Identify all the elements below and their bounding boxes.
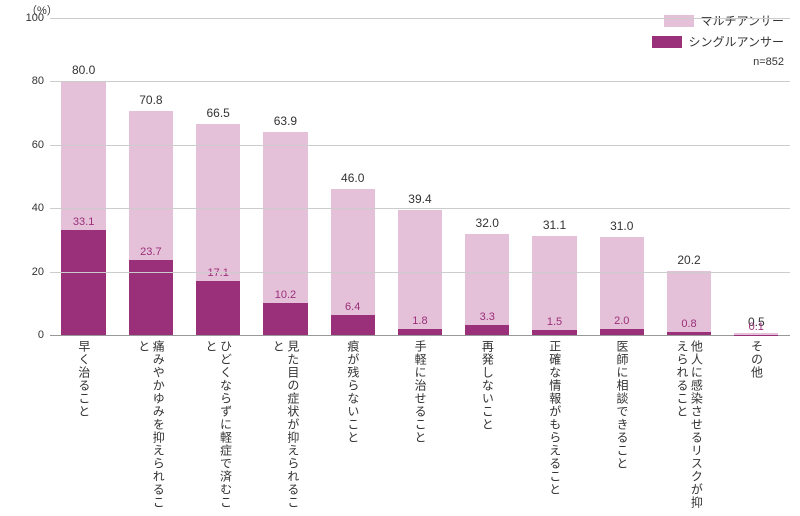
bar: 20.2 0.8 (655, 18, 722, 335)
bar: 31.0 2.0 (588, 18, 655, 335)
bar: 32.0 3.3 (454, 18, 521, 335)
y-tick-label: 0 (10, 329, 50, 341)
bar-segment-single: 6.4 (331, 315, 375, 335)
bar-single-label: 33.1 (73, 216, 94, 228)
bar-single-label: 2.0 (614, 315, 629, 327)
bar-total-label: 66.5 (206, 106, 229, 120)
bar: 63.9 10.2 (252, 18, 319, 335)
bar-total-label: 63.9 (274, 114, 297, 128)
gridline (50, 272, 790, 273)
x-axis-category-label: ひどくならずに軽症で済むこと (204, 340, 233, 510)
x-label-slot: その他 (723, 340, 790, 510)
x-label-slot: 他人に感染させるリスクが抑えられること (655, 340, 722, 510)
bar-single-label: 23.7 (140, 246, 161, 258)
gridline (50, 208, 790, 209)
y-tick-label: 20 (10, 266, 50, 278)
x-axis-category-label: 医師に相談できること (615, 340, 629, 510)
bar-segment-single: 10.2 (263, 303, 307, 335)
x-axis-category-label: 他人に感染させるリスクが抑えられること (675, 340, 704, 510)
bar-segment-single: 0.8 (667, 332, 711, 335)
x-axis-category-label: その他 (749, 340, 763, 510)
gridline (50, 145, 790, 146)
bar-segment-multi (398, 210, 442, 329)
bar-segment-multi (196, 124, 240, 281)
x-label-slot: 手軽に治せること (386, 340, 453, 510)
bar-single-label: 0.1 (749, 321, 764, 333)
bar-stack: 0.8 (667, 271, 711, 335)
y-tick-label: 100 (10, 12, 50, 24)
bar-single-label: 1.5 (547, 316, 562, 328)
y-tick-label: 80 (10, 75, 50, 87)
bar-segment-single: 2.0 (600, 329, 644, 335)
bar: 80.0 33.1 (50, 18, 117, 335)
bar-stack: 1.5 (532, 236, 576, 335)
bar-stack: 6.4 (331, 189, 375, 335)
gridline (50, 18, 790, 19)
bar-total-label: 46.0 (341, 171, 364, 185)
bar-total-label: 20.2 (677, 253, 700, 267)
bar-segment-single: 33.1 (61, 230, 105, 335)
x-label-slot: 痛みやかゆみを抑えられること (117, 340, 184, 510)
bar-stack: 0.1 (734, 333, 778, 335)
gridline (50, 81, 790, 82)
bar-total-label: 32.0 (476, 216, 499, 230)
bar-total-label: 80.0 (72, 63, 95, 77)
bar-single-label: 1.8 (412, 315, 427, 327)
bar-single-label: 0.8 (681, 318, 696, 330)
bar-stack: 2.0 (600, 237, 644, 335)
x-label-slot: 痕が残らないこと (319, 340, 386, 510)
x-axis-category-label: 見た目の症状が抑えられること (271, 340, 300, 510)
bar-total-label: 31.1 (543, 218, 566, 232)
y-tick-label: 40 (10, 202, 50, 214)
bars-container: 80.0 33.1 70.8 23.7 66.5 17.1 63.9 10.2 46.0 6.4 3… (50, 18, 790, 335)
x-axis-category-label: 手軽に治せること (413, 340, 427, 510)
x-axis-category-label: 痕が残らないこと (346, 340, 360, 510)
bar-segment-multi (129, 111, 173, 260)
bar: 70.8 23.7 (117, 18, 184, 335)
bar: 31.1 1.5 (521, 18, 588, 335)
bar-stack: 17.1 (196, 124, 240, 335)
bar: 66.5 17.1 (185, 18, 252, 335)
bar-single-label: 3.3 (480, 311, 495, 323)
bar-total-label: 31.0 (610, 219, 633, 233)
x-label-slot: 正確な情報がもらえること (521, 340, 588, 510)
bar-single-label: 17.1 (207, 267, 228, 279)
bar-segment-single: 1.8 (398, 329, 442, 335)
x-label-slot: 見た目の症状が抑えられること (252, 340, 319, 510)
x-axis-category-label: 正確な情報がもらえること (547, 340, 561, 510)
bar-segment-multi (263, 132, 307, 302)
stacked-bar-chart: （%） n=852 マルチアンサー シングルアンサー 80.033.170.82… (0, 0, 800, 516)
bar-single-label: 10.2 (275, 289, 296, 301)
bar: 39.4 1.8 (386, 18, 453, 335)
plot-area: 80.0 33.1 70.8 23.7 66.5 17.1 63.9 10.2 46.0 6.4 3… (50, 18, 790, 336)
bar-single-label: 6.4 (345, 301, 360, 313)
bar-segment-single: 3.3 (465, 325, 509, 335)
y-tick-label: 60 (10, 139, 50, 151)
bar-total-label: 70.8 (139, 93, 162, 107)
x-axis-category-label: 再発しないこと (480, 340, 494, 510)
x-axis-category-label: 早く治ること (76, 340, 90, 510)
bar-stack: 3.3 (465, 234, 509, 335)
x-axis-category-label: 痛みやかゆみを抑えられること (137, 340, 166, 510)
x-label-slot: ひどくならずに軽症で済むこと (185, 340, 252, 510)
bar: 0.50.1 (723, 18, 790, 335)
bar: 46.0 6.4 (319, 18, 386, 335)
x-label-slot: 再発しないこと (454, 340, 521, 510)
x-label-slot: 早く治ること (50, 340, 117, 510)
bar-total-label: 39.4 (408, 192, 431, 206)
bar-segment-single: 17.1 (196, 281, 240, 335)
bar-segment-single: 1.5 (532, 330, 576, 335)
x-axis-labels: 早く治ること 痛みやかゆみを抑えられること ひどくならずに軽症で済むこと 見た目の症状… (50, 340, 790, 510)
x-label-slot: 医師に相談できること (588, 340, 655, 510)
bar-stack: 10.2 (263, 132, 307, 335)
